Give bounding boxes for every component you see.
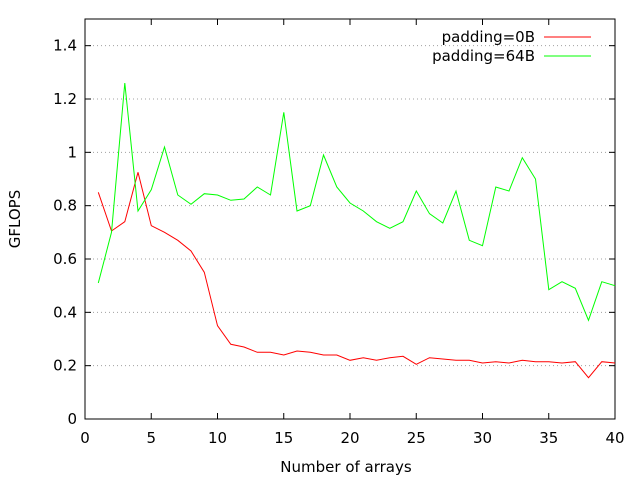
series-lines (97, 82, 616, 379)
series-line-1 (97, 172, 616, 379)
x-tick-label: 20 (340, 429, 359, 447)
x-tick-label: 40 (605, 429, 624, 447)
y-tick-label: 0.6 (53, 250, 77, 268)
y-tick-label: 0.2 (53, 357, 77, 375)
x-tick-label: 30 (473, 429, 492, 447)
x-tick-label: 0 (80, 429, 90, 447)
legend-label: padding=64B (432, 47, 535, 65)
series-line-2 (97, 82, 616, 322)
y-tick-label: 0.4 (53, 303, 77, 321)
y-tick-label: 1.4 (53, 37, 77, 55)
x-tick-label: 10 (208, 429, 227, 447)
x-tick-label: 35 (539, 429, 558, 447)
legend-label: padding=0B (442, 28, 535, 46)
y-tick-label: 1.2 (53, 90, 77, 108)
gridlines (85, 45, 615, 367)
y-tick-label: 0.8 (53, 197, 77, 215)
y-tick-label: 0 (67, 410, 77, 428)
plot-frame (84, 18, 616, 420)
y-axis-label: GFLOPS (6, 190, 24, 248)
x-tick-label: 15 (274, 429, 293, 447)
x-tick-label: 5 (146, 429, 156, 447)
x-tick-label: 25 (407, 429, 426, 447)
axis-ticks: 0 0.2 0.4 0.6 0.8 1 1.2 1.4 0 5 10 15 20 25 30 35 40 (53, 19, 625, 447)
x-axis-label: Number of arrays (280, 458, 412, 476)
y-tick-label: 1 (67, 143, 77, 161)
